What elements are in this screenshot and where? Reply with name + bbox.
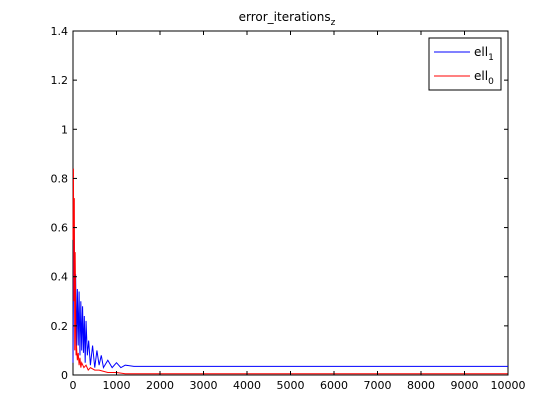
legend-label-ell0-base: ell	[474, 69, 488, 83]
legend-label-ell0: ell0	[474, 69, 494, 87]
y-tick-label: 0.4	[51, 271, 69, 284]
ticks: 0 1000 2000 3000 4000 5000 6000 7000 8000 9000 100…	[51, 25, 526, 392]
chart-title-base: error_iterations	[239, 10, 331, 24]
x-tick-label: 0	[70, 379, 77, 392]
chart-title: error_iterationsz	[239, 10, 336, 28]
y-tick-label: 0.2	[51, 320, 69, 333]
y-tick-label: 0	[61, 369, 68, 382]
series-line-ell0	[72, 168, 508, 375]
series-line-ell1	[72, 212, 508, 370]
legend-label-ell0-subscript: 0	[488, 77, 494, 87]
legend-label-ell1: ell1	[474, 45, 494, 63]
x-tick-label: 3000	[190, 379, 218, 392]
series-lines	[72, 168, 508, 375]
x-tick-label: 8000	[407, 379, 435, 392]
legend-label-ell1-base: ell	[474, 45, 488, 59]
legend-label-ell1-subscript: 1	[488, 53, 494, 63]
x-tick-label: 5000	[277, 379, 305, 392]
legend-box	[428, 37, 502, 91]
y-tick-label: 0.6	[51, 222, 69, 235]
x-tick-label: 2000	[146, 379, 174, 392]
x-tick-label: 6000	[320, 379, 348, 392]
x-tick-label: 9000	[451, 379, 479, 392]
y-tick-label: 1.4	[51, 25, 69, 38]
x-tick-label: 1000	[103, 379, 131, 392]
legend: ell1 ell0	[428, 37, 502, 91]
x-tick-label: 7000	[364, 379, 392, 392]
y-tick-label: 1.2	[51, 74, 69, 87]
y-tick-label: 1	[61, 123, 68, 136]
x-tick-label: 10000	[491, 379, 526, 392]
y-tick-label: 0.8	[51, 172, 69, 185]
chart-title-subscript: z	[331, 18, 336, 28]
x-tick-label: 4000	[233, 379, 261, 392]
